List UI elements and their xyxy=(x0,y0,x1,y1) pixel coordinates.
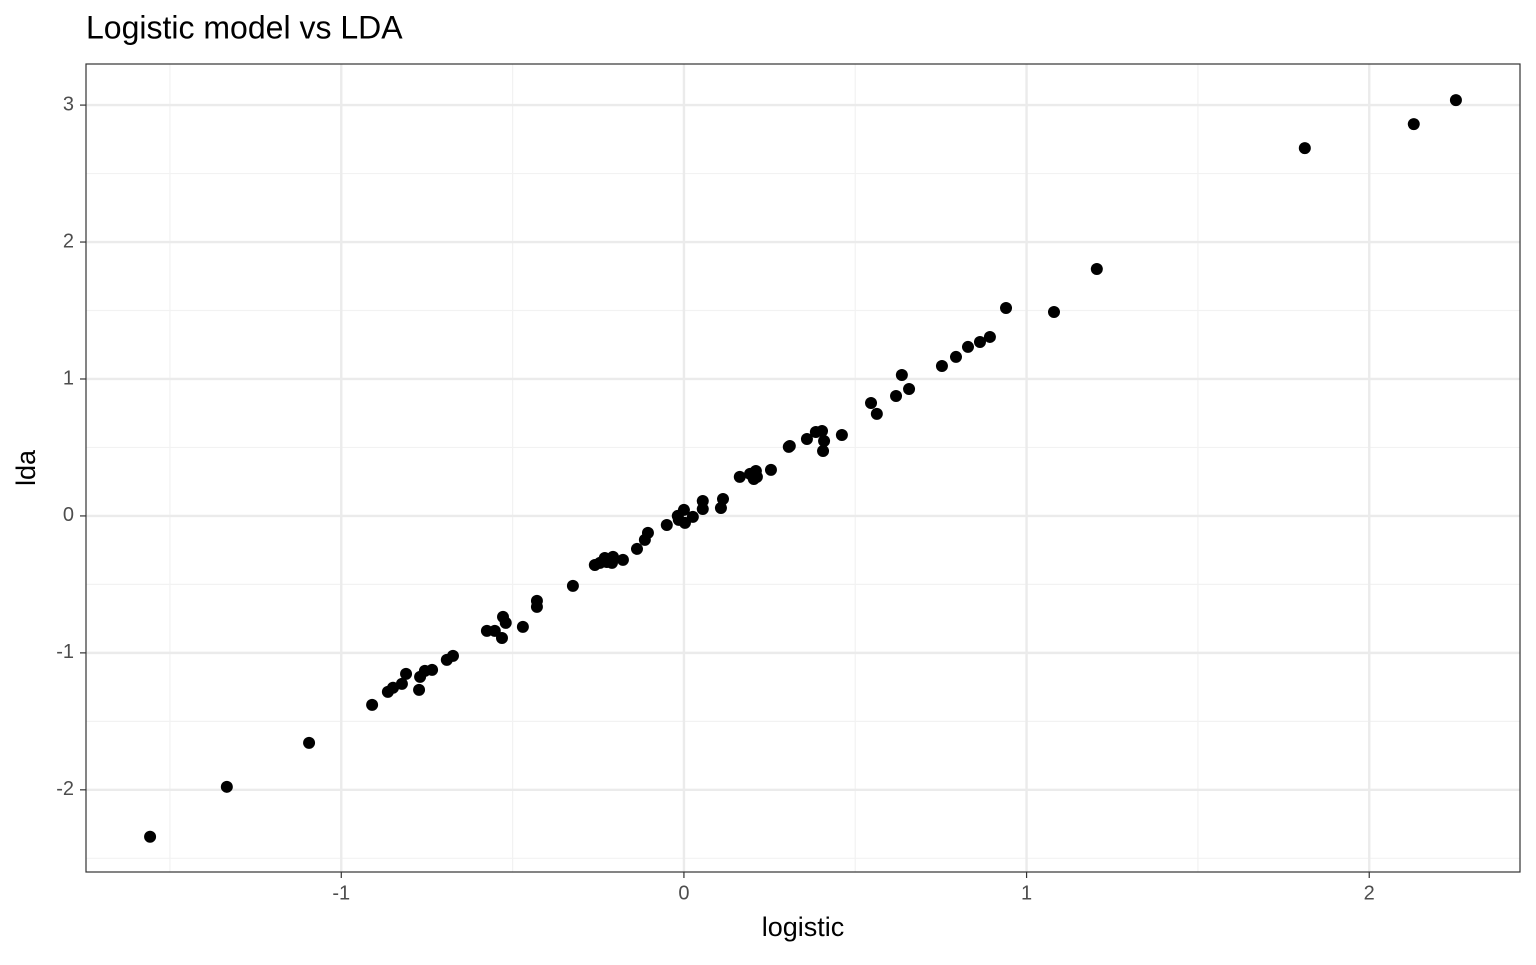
y-tick-label: -2 xyxy=(56,778,74,800)
point xyxy=(616,553,629,566)
point xyxy=(660,518,673,531)
point xyxy=(983,330,996,343)
point xyxy=(366,698,379,711)
point xyxy=(220,780,233,793)
point xyxy=(817,445,830,458)
point xyxy=(714,501,727,514)
point xyxy=(1090,263,1103,276)
x-tick-label: 0 xyxy=(678,882,689,904)
point xyxy=(783,439,796,452)
point xyxy=(903,382,916,395)
y-tick-label: 0 xyxy=(63,504,74,526)
point xyxy=(1047,306,1060,319)
point xyxy=(949,350,962,363)
point xyxy=(733,470,746,483)
point xyxy=(890,389,903,402)
point xyxy=(566,579,579,592)
point xyxy=(895,369,908,382)
point xyxy=(395,677,408,690)
point xyxy=(935,359,948,372)
point xyxy=(835,428,848,441)
point xyxy=(750,470,763,483)
point xyxy=(426,663,439,676)
point xyxy=(865,396,878,409)
y-tick-label: 1 xyxy=(63,367,74,389)
point xyxy=(818,435,831,448)
point xyxy=(530,600,543,613)
x-tick-label: 2 xyxy=(1364,882,1375,904)
point xyxy=(630,542,643,555)
point xyxy=(816,425,829,438)
point xyxy=(1298,142,1311,155)
x-axis-title: logistic xyxy=(762,912,845,942)
point xyxy=(303,736,316,749)
point xyxy=(413,683,426,696)
point xyxy=(800,432,813,445)
point xyxy=(641,526,654,539)
panel-border xyxy=(85,63,1521,873)
x-tick-label: 1 xyxy=(1021,882,1032,904)
point xyxy=(1407,118,1420,131)
point xyxy=(686,510,699,523)
x-tick-label: -1 xyxy=(332,882,350,904)
point xyxy=(446,649,459,662)
point xyxy=(606,550,619,563)
point xyxy=(696,502,709,515)
point xyxy=(1449,94,1462,107)
y-tick-label: 3 xyxy=(63,93,74,115)
point xyxy=(764,463,777,476)
point xyxy=(144,830,157,843)
point xyxy=(961,340,974,353)
y-tick-label: -1 xyxy=(56,641,74,663)
y-tick-label: 2 xyxy=(63,230,74,252)
point xyxy=(716,492,729,505)
point xyxy=(499,616,512,629)
point xyxy=(870,407,883,420)
point xyxy=(1000,302,1013,315)
point xyxy=(400,667,413,680)
y-axis-title: lda xyxy=(11,449,41,486)
point xyxy=(973,336,986,349)
point xyxy=(495,631,508,644)
chart-title: Logistic model vs LDA xyxy=(86,9,403,45)
point xyxy=(516,620,529,633)
point xyxy=(677,503,690,516)
